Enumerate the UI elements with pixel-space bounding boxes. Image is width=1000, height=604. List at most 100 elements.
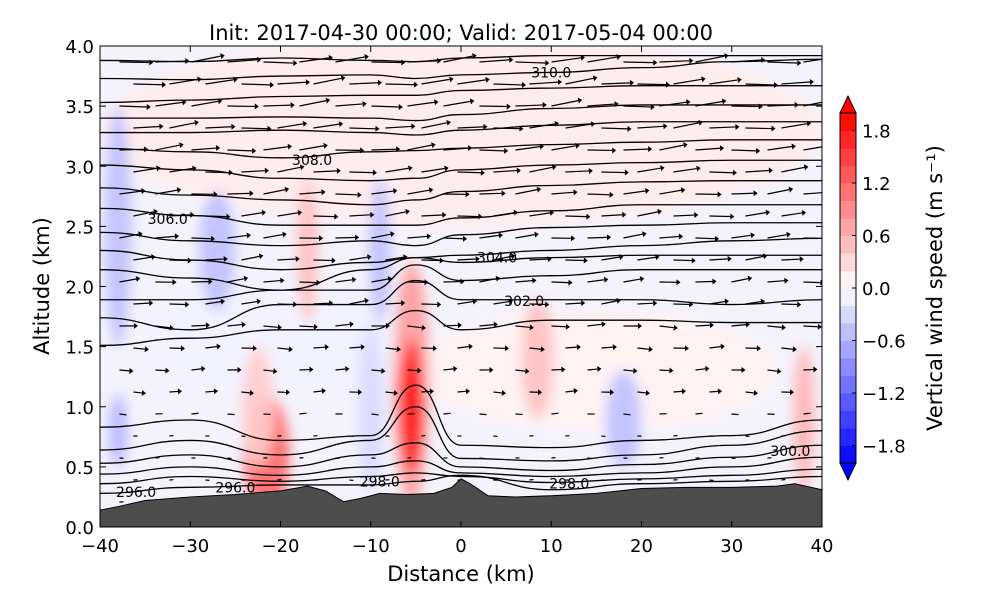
colorbar-level bbox=[840, 323, 856, 341]
arrow-shaft bbox=[695, 238, 715, 239]
y-tick-label: 1.5 bbox=[65, 338, 94, 359]
arrow-shaft bbox=[637, 84, 666, 85]
colorbar-label: Vertical wind speed (m s⁻¹) bbox=[923, 145, 947, 431]
x-tick-label: 0 bbox=[455, 536, 466, 557]
y-axis-label: Altitude (km) bbox=[30, 217, 54, 355]
contour-label: 300.0 bbox=[770, 444, 810, 460]
arrow-shaft bbox=[745, 128, 771, 129]
arrow-shaft bbox=[349, 172, 372, 173]
colorbar-level bbox=[840, 288, 856, 306]
wind-arrow bbox=[479, 414, 486, 415]
arrow-shaft bbox=[335, 194, 357, 195]
colorbar-extend-max bbox=[840, 96, 856, 113]
arrow-shaft bbox=[623, 62, 653, 63]
arrow-shaft bbox=[731, 414, 738, 415]
colorbar-tick-label: 0.6 bbox=[862, 227, 891, 248]
arrow-shaft bbox=[709, 216, 730, 217]
wind-arrow bbox=[227, 414, 234, 415]
colorbar-level bbox=[840, 271, 856, 289]
arrow-shaft bbox=[299, 326, 313, 327]
arrow-shaft bbox=[155, 370, 165, 371]
arrow-shaft bbox=[587, 194, 609, 195]
arrow-shaft bbox=[587, 237, 607, 238]
contour-label: 308.0 bbox=[292, 153, 332, 169]
wind-arrow bbox=[623, 414, 630, 415]
arrow-shaft bbox=[803, 413, 810, 414]
colorbar-level bbox=[840, 131, 856, 149]
arrow-shaft bbox=[695, 281, 712, 282]
colorbar-tick-label: 0.0 bbox=[862, 279, 891, 300]
arrow-shaft bbox=[119, 414, 126, 415]
colorbar-level bbox=[840, 201, 856, 219]
colorbar-level bbox=[840, 411, 856, 429]
contour-label: 306.0 bbox=[148, 212, 188, 228]
arrow-shaft bbox=[731, 106, 758, 107]
arrow-shaft bbox=[601, 128, 627, 129]
colorbar-level bbox=[840, 376, 856, 394]
colorbar-level bbox=[840, 236, 856, 254]
arrow-head bbox=[827, 143, 831, 149]
wind-arrow bbox=[119, 414, 126, 415]
wind-arrow bbox=[299, 413, 306, 414]
arrow-shaft bbox=[601, 172, 624, 173]
arrow-shaft bbox=[659, 370, 669, 371]
arrow-head bbox=[825, 189, 829, 195]
arrow-shaft bbox=[803, 326, 817, 327]
arrow-shaft bbox=[565, 216, 586, 217]
arrow-head bbox=[833, 55, 837, 61]
y-tick-label: 3.0 bbox=[65, 157, 94, 178]
wind-arrow bbox=[551, 413, 558, 414]
arrow-shaft bbox=[551, 282, 568, 283]
arrow-shaft bbox=[479, 414, 486, 415]
x-tick-label: −30 bbox=[171, 536, 209, 557]
colorbar-level bbox=[840, 183, 856, 201]
arrow-shaft bbox=[335, 237, 355, 238]
arrow-shaft bbox=[803, 369, 813, 370]
arrow-shaft bbox=[205, 391, 214, 392]
y-tick-label: 1.0 bbox=[65, 398, 94, 419]
arrow-shaft bbox=[551, 413, 558, 414]
downdraft-region bbox=[109, 395, 127, 467]
arrow-shaft bbox=[673, 391, 682, 392]
contour-label: 302.0 bbox=[504, 294, 544, 310]
arrow-shaft bbox=[385, 84, 414, 85]
colorbar-level bbox=[840, 446, 856, 464]
x-axis-label: Distance (km) bbox=[387, 562, 535, 586]
wind-arrow bbox=[371, 414, 378, 415]
contour-label: 296.0 bbox=[215, 480, 255, 496]
arrow-shaft bbox=[493, 128, 519, 129]
colorbar: 1.81.20.60.0−0.6−1.2−1.8 bbox=[840, 96, 906, 480]
x-tick-label: −40 bbox=[81, 536, 119, 557]
y-tick-label: 4.0 bbox=[65, 37, 94, 58]
arrow-shaft bbox=[457, 172, 480, 173]
downdraft-region bbox=[369, 178, 391, 322]
arrow-shaft bbox=[709, 391, 718, 392]
arrow-shaft bbox=[349, 128, 375, 129]
arrow-shaft bbox=[731, 193, 753, 194]
arrow-shaft bbox=[457, 216, 478, 217]
arrow-shaft bbox=[385, 303, 401, 304]
colorbar-level bbox=[840, 428, 856, 446]
arrow-shaft bbox=[299, 282, 316, 283]
x-tick-label: 40 bbox=[811, 536, 834, 557]
wind-arrow bbox=[443, 413, 450, 414]
arrow-shaft bbox=[709, 172, 732, 173]
arrow-shaft bbox=[443, 325, 457, 326]
wind-arrow bbox=[191, 413, 198, 414]
arrow-shaft bbox=[457, 391, 466, 392]
arrow-shaft bbox=[205, 172, 228, 173]
y-tick-label: 3.5 bbox=[65, 97, 94, 118]
arrow-shaft bbox=[191, 413, 198, 414]
colorbar-level bbox=[840, 148, 856, 166]
contour-label: 310.0 bbox=[531, 65, 571, 81]
arrow-shaft bbox=[601, 347, 612, 348]
arrow-shaft bbox=[119, 149, 144, 150]
arrow-shaft bbox=[695, 413, 702, 414]
colorbar-tick-label: −1.8 bbox=[862, 437, 906, 458]
arrow-shaft bbox=[479, 193, 501, 194]
arrow-head bbox=[830, 98, 835, 104]
arrow-shaft bbox=[191, 238, 211, 239]
arrow-shaft bbox=[241, 128, 267, 129]
arrow-shaft bbox=[443, 238, 463, 239]
